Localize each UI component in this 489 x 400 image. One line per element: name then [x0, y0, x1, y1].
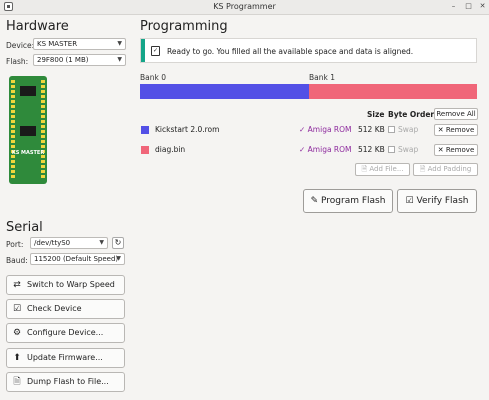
- notice-text: Ready to go. You filled all the availabl…: [167, 47, 414, 56]
- baud-label: Baud:: [6, 256, 28, 265]
- swap-checkbox[interactable]: [388, 126, 395, 133]
- notice-accent-bar: [141, 39, 145, 62]
- device-board-image: KS MASTER: [9, 76, 47, 184]
- checkbox-icon: ☑: [12, 304, 22, 314]
- device-select-value: KS MASTER: [37, 40, 78, 48]
- file-color-swatch: [141, 146, 149, 154]
- board-label: KS MASTER: [11, 150, 45, 156]
- checkbox-icon: ☑: [405, 196, 414, 206]
- remove-label: Remove: [445, 146, 475, 154]
- file-size: 512 KB: [358, 125, 385, 134]
- size-column-header: Size: [367, 110, 385, 119]
- serial-heading: Serial: [6, 220, 43, 235]
- chevron-down-icon: ▼: [99, 239, 104, 246]
- dump-flash-button[interactable]: 🗎 Dump Flash to File...: [6, 372, 125, 392]
- file-type: ✓ Amiga ROM: [299, 125, 352, 134]
- bank0-label: Bank 0: [140, 73, 166, 82]
- document-icon: 🗎: [13, 377, 21, 387]
- hardware-heading: Hardware: [6, 19, 69, 34]
- file-type: ✓ Amiga ROM: [299, 145, 352, 154]
- add-padding-icon: 🗎: [419, 165, 426, 173]
- remove-file-button[interactable]: ✕ Remove: [434, 144, 478, 156]
- device-select[interactable]: KS MASTER ▼: [33, 38, 126, 50]
- swap-label: Swap: [398, 145, 419, 154]
- flash-select[interactable]: 29F800 (1 MB) ▼: [33, 54, 126, 66]
- upload-icon: ⬆: [13, 353, 21, 363]
- update-firmware-button[interactable]: ⬆ Update Firmware...: [6, 348, 125, 368]
- programming-heading: Programming: [140, 19, 228, 34]
- swap-label: Swap: [398, 125, 419, 134]
- board-chip: [20, 86, 36, 96]
- add-file-button[interactable]: 🗎 Add File...: [355, 163, 410, 176]
- update-firmware-label: Update Firmware...: [27, 353, 103, 362]
- baud-select-value: 115200 (Default Speed): [34, 255, 119, 263]
- chevron-down-icon: ▼: [116, 255, 121, 262]
- add-file-label: Add File...: [369, 165, 404, 173]
- bank0-fill-bar: [140, 84, 309, 99]
- check-device-label: Check Device: [27, 304, 82, 313]
- remove-all-button[interactable]: Remove All: [434, 108, 478, 120]
- edit-icon: ✎: [310, 196, 319, 206]
- program-flash-button[interactable]: ✎ Program Flash: [303, 189, 393, 213]
- refresh-ports-button[interactable]: ↻: [112, 237, 124, 249]
- close-icon: ✕: [437, 146, 444, 154]
- chevron-down-icon: ▼: [117, 56, 122, 63]
- device-label: Device:: [6, 41, 35, 50]
- flash-label: Flash:: [6, 57, 29, 66]
- warp-icon: ⇄: [13, 280, 21, 290]
- configure-device-button[interactable]: ⚙ Configure Device...: [6, 323, 125, 343]
- file-type-label: Amiga ROM: [307, 125, 352, 134]
- file-size: 512 KB: [358, 145, 385, 154]
- board-pins-left: [11, 80, 15, 180]
- remove-file-button[interactable]: ✕ Remove: [434, 124, 478, 136]
- close-icon: ✕: [437, 126, 444, 134]
- close-icon[interactable]: ✕: [479, 2, 486, 10]
- refresh-icon: ↻: [114, 238, 122, 247]
- clipboard-check-icon: ✓: [151, 46, 160, 56]
- title-bar: KS Programmer – □ ✕: [0, 0, 489, 15]
- add-padding-button[interactable]: 🗎 Add Padding: [413, 163, 478, 176]
- file-type-label: Amiga ROM: [307, 145, 352, 154]
- gear-icon: ⚙: [12, 328, 22, 338]
- add-file-icon: 🗎: [361, 165, 368, 173]
- dump-flash-label: Dump Flash to File...: [27, 377, 109, 386]
- byte-order-column-header: Byte Order: [388, 110, 435, 119]
- check-device-button[interactable]: ☑ Check Device: [6, 299, 125, 319]
- verify-flash-button[interactable]: ☑ Verify Flash: [397, 189, 477, 213]
- window-title: KS Programmer: [213, 2, 276, 11]
- minimize-icon[interactable]: –: [451, 2, 456, 10]
- app-icon: [4, 2, 13, 11]
- port-select-value: /dev/ttyS0: [34, 239, 71, 247]
- file-name: Kickstart 2.0.rom: [155, 125, 220, 134]
- port-label: Port:: [6, 240, 24, 249]
- bank1-fill-bar: [309, 84, 477, 99]
- port-select[interactable]: /dev/ttyS0 ▼: [30, 237, 108, 249]
- board-chip: [20, 126, 36, 136]
- chevron-down-icon: ▼: [117, 40, 122, 47]
- status-notice: ✓ Ready to go. You filled all the availa…: [140, 38, 477, 63]
- verify-flash-label: Verify Flash: [416, 196, 469, 206]
- add-padding-label: Add Padding: [427, 165, 472, 173]
- remove-label: Remove: [445, 126, 475, 134]
- file-name: diag.bin: [155, 145, 186, 154]
- baud-select[interactable]: 115200 (Default Speed) ▼: [30, 253, 125, 265]
- file-color-swatch: [141, 126, 149, 134]
- swap-checkbox[interactable]: [388, 146, 395, 153]
- program-flash-label: Program Flash: [321, 196, 386, 206]
- maximize-icon[interactable]: □: [465, 2, 472, 10]
- bank1-label: Bank 1: [309, 73, 335, 82]
- switch-warp-speed-label: Switch to Warp Speed: [27, 280, 115, 289]
- configure-device-label: Configure Device...: [27, 328, 104, 337]
- switch-warp-speed-button[interactable]: ⇄ Switch to Warp Speed: [6, 275, 125, 295]
- flash-select-value: 29F800 (1 MB): [37, 56, 89, 64]
- board-pins-right: [41, 80, 45, 180]
